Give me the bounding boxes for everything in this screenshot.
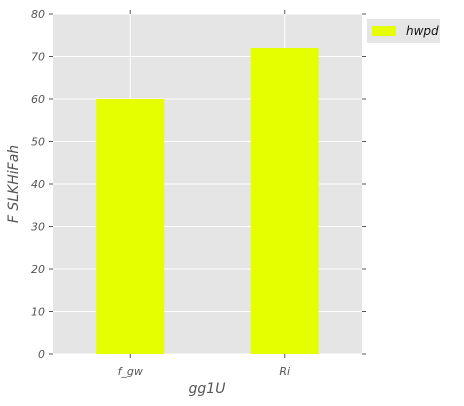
y-tick-label: 20 bbox=[31, 263, 45, 276]
x-tick-label: Ri bbox=[279, 365, 290, 378]
y-axis-label: F SLKHiFah bbox=[6, 145, 22, 223]
x-tick-label: f_gw bbox=[118, 365, 143, 378]
legend-label: hwpd bbox=[406, 24, 439, 38]
y-tick-label: 70 bbox=[31, 51, 45, 64]
y-tick-label: 0 bbox=[38, 348, 45, 361]
bars bbox=[96, 48, 319, 354]
x-axis-label: gg1U bbox=[189, 381, 226, 397]
x-axis-ticks: f_gw Ri bbox=[118, 10, 290, 378]
y-axis-ticks: 0 10 20 30 40 50 60 70 80 bbox=[31, 8, 366, 361]
legend: hwpd bbox=[367, 19, 440, 43]
y-tick-label: 80 bbox=[31, 8, 45, 21]
bar-2 bbox=[250, 48, 319, 354]
y-tick-label: 60 bbox=[31, 93, 45, 106]
y-tick-label: 10 bbox=[31, 306, 45, 319]
legend-swatch bbox=[372, 26, 396, 36]
y-tick-label: 30 bbox=[31, 221, 45, 234]
bar-1 bbox=[96, 99, 165, 354]
y-tick-label: 50 bbox=[31, 136, 45, 149]
y-tick-label: 40 bbox=[31, 178, 45, 191]
